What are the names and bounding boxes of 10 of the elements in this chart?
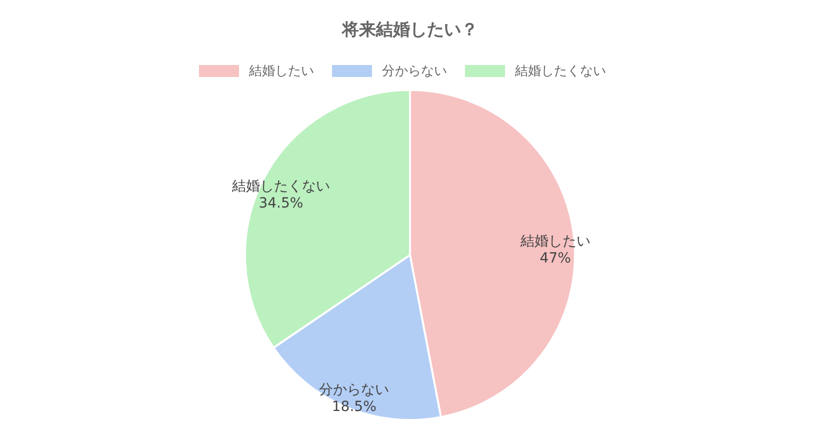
slice-label: 結婚したくない	[230, 178, 330, 195]
slice-label: 結婚したい	[519, 233, 590, 250]
data-label: 47%	[540, 250, 571, 266]
legend-label: 結婚したくない	[514, 64, 606, 79]
legend-label: 結婚したい	[248, 64, 314, 79]
slice-label: 分からない	[319, 382, 390, 398]
data-label: 34.5%	[258, 196, 304, 212]
data-label: 18.5%	[332, 398, 376, 415]
chart-title: 将来結婚したい？	[341, 20, 478, 40]
legend-label: 分からない	[382, 64, 447, 79]
